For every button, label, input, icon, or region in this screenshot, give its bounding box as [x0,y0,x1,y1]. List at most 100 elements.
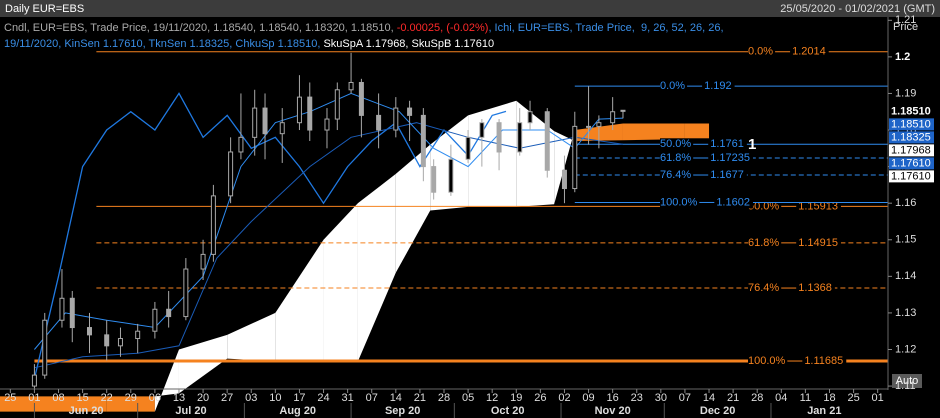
x-tick-label: 02 [558,392,570,404]
fib-pct-label: 50.0% [748,200,779,212]
candle-body [465,136,471,160]
fib-pct-label: 50.0% [660,138,691,150]
candle-body [296,96,302,124]
fib-value-label: 1.15913 [798,200,838,212]
title-bar [0,0,940,17]
fib-value-label: 1.192 [704,80,732,92]
candle-body [358,81,364,116]
price-tag [889,157,934,170]
x-tick-label: 29 [125,392,137,404]
fib-value-label: 1.1677 [710,169,744,181]
candle-body [448,158,454,193]
cloud-segment [178,334,228,394]
fib-value-label: 1.1761 [710,138,744,150]
month-label: Oct 20 [491,405,525,417]
price-tag-label: 1.18325 [891,131,931,143]
candle-body [279,122,285,135]
cloud-segment [622,123,685,141]
x-tick-label: 14 [703,392,715,404]
legend-line: 19/11/2020, KinSen 1.17610, TknSen 1.183… [4,38,494,50]
candle-body [238,136,244,153]
x-tick-label: 28 [751,392,763,404]
price-tag-label: 1.18510 [891,118,931,130]
x-tick-label: 01 [872,392,884,404]
candle-body [527,111,533,124]
candle-body [42,319,48,376]
x-tick-label: 30 [655,392,667,404]
price-tag-label: 1.17610 [891,170,931,182]
candle-body [252,107,258,138]
cloud-segment [357,173,396,362]
indicator-line [33,92,507,379]
candle-body [262,107,268,135]
legend-line: Cndl, EUR=EBS, Trade Price, 19/11/2020, … [4,22,724,34]
candle-body [572,125,578,190]
fib-value-label: 1.14915 [798,237,838,249]
candle-body [59,297,65,321]
candle-body [393,107,399,131]
cloud-segment [684,123,710,140]
x-tick-label: 10 [269,392,281,404]
month-label: Aug 20 [279,405,316,417]
candle-body [517,122,523,153]
fib-pct-label: 61.8% [660,152,691,164]
x-tick-label: 25 [847,392,859,404]
price-tag [889,118,934,131]
fib-value-label: 1.1368 [798,282,832,294]
fib-pct-label: 100.0% [748,355,786,367]
candle-body [86,327,92,336]
x-tick-label: 17 [293,392,305,404]
candle-body [407,107,413,116]
x-tick-label: 03 [245,392,257,404]
x-tick-label: 24 [317,392,329,404]
candle-body [69,297,75,329]
month-label: Jun 20 [69,405,104,417]
fib-value-label: 1.2014 [792,46,826,58]
y-tick-label: 1.14 [895,270,916,282]
x-tick-label: 05 [462,392,474,404]
price-tag [889,105,934,118]
legend-ichi-values: 19/11/2020, KinSen 1.17610, TknSen 1.183… [4,38,323,50]
x-tick-label: 31 [342,392,354,404]
y-tick-label: 1.13 [895,307,916,319]
candle-body [620,109,626,112]
candle-body [183,268,189,318]
axis-title: Price [893,21,918,33]
candle-body [334,89,340,120]
legend-candle: Cndl, EUR=EBS, Trade Price, 19/11/2020, … [4,22,397,34]
x-tick-label: 07 [366,392,378,404]
y-tick-label: 1.11 [895,380,916,392]
candle-body [200,253,206,270]
cloud-segment [395,144,431,273]
auto-button[interactable] [892,374,922,388]
plot-area: 0.0% 1.2014 50.0% 1.15913 61.8% 1.14915 76.4% 1… [0,46,888,412]
x-tick-label: 01 [28,392,40,404]
y-tick-label: 1.21 [895,14,916,26]
cloud-segment [106,396,155,412]
candle-body [152,308,158,332]
y-tick-label: 1.2 [895,51,910,63]
x-tick-label: 14 [390,392,402,404]
x-tick-label: 21 [727,392,739,404]
month-label: Sep 20 [385,405,420,417]
price-tag [889,131,934,144]
candle-body [586,125,592,128]
cloud-segment [516,100,555,207]
fib-pct-label: 76.4% [748,282,779,294]
x-tick-label: 08 [52,392,64,404]
x-tick-label: 12 [486,392,498,404]
auto-button-label[interactable]: Auto [896,375,919,387]
price-tag-label: 1.18510 [891,105,931,117]
fib-value-label: 1.17235 [710,152,750,164]
fib-pct-label: 0.0% [748,46,773,58]
chart-title: Daily EUR=EBS [5,3,84,15]
month-label: Nov 20 [595,405,631,417]
candle-body [228,151,234,197]
candle-body [31,374,37,387]
candle-body [135,330,141,340]
x-tick-label: 06 [149,392,161,404]
price-tag [889,170,934,183]
y-tick-label: 1.16 [895,197,916,209]
candle-body [307,96,313,131]
candle-body [544,111,550,171]
